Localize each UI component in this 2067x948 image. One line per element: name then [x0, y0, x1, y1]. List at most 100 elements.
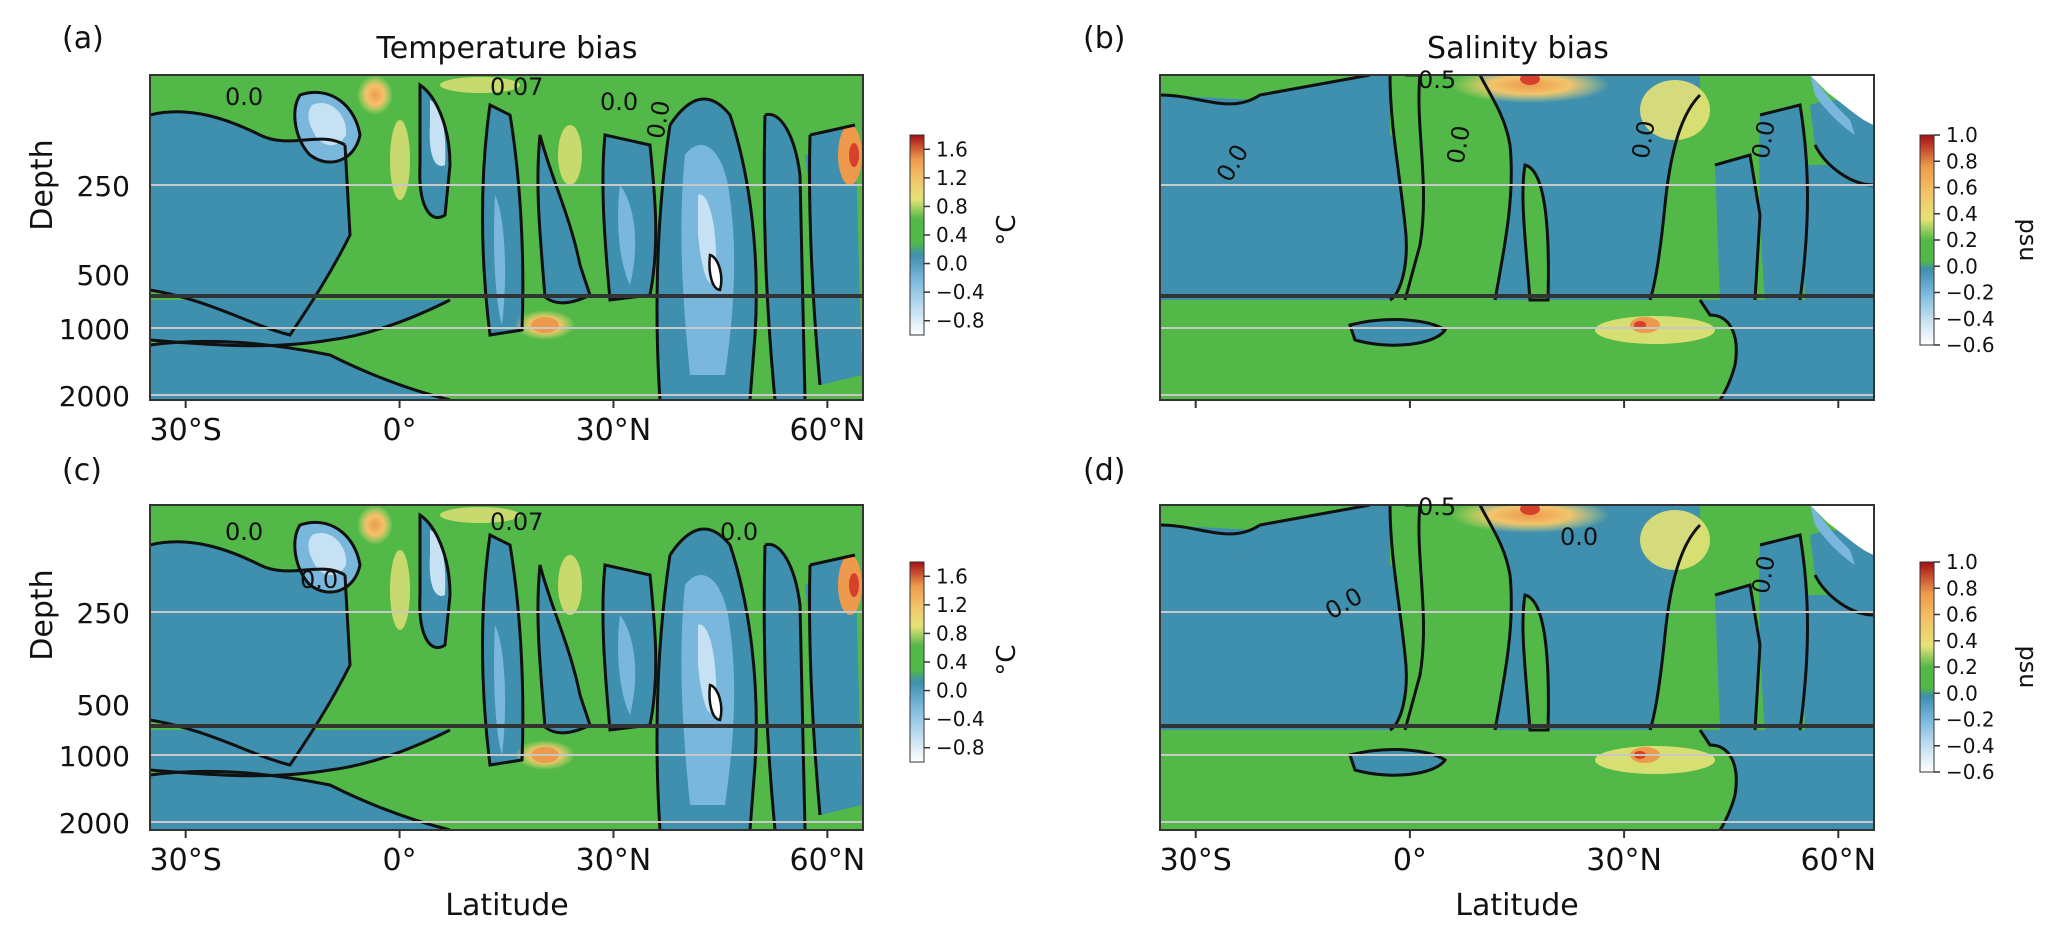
y-tick-label: 2000 — [59, 807, 130, 840]
colorbar-tick-label: 0.0 — [936, 679, 968, 703]
plot-frame — [149, 74, 864, 296]
x-tick-label: 30°N — [576, 843, 652, 878]
colorbar-tick-label: 0.8 — [936, 194, 968, 218]
colorbar-unit: psu — [2014, 646, 2042, 689]
x-tick-label: 60°N — [790, 843, 866, 878]
colorbar-tick-label: −0.2 — [1946, 281, 1995, 305]
colorbar-tick-label: 0.0 — [1946, 681, 1978, 705]
title-salinity: Salinity bias — [1427, 31, 1609, 66]
colorbar-tick-label: −0.6 — [1946, 760, 1995, 784]
colorbar-tick-label: 1.0 — [1946, 550, 1978, 574]
x-axis-label: Latitude — [445, 888, 568, 923]
y-tick-label: 1000 — [59, 740, 130, 773]
colorbar-unit: °C — [992, 644, 1022, 675]
colorbar-tick-label: −0.8 — [936, 309, 985, 333]
colorbar-tick-label: 0.8 — [1946, 576, 1978, 600]
colorbar-tick-label: 0.0 — [1946, 254, 1978, 278]
heatmap-d — [1160, 505, 1874, 830]
colorbar-tick-label: −0.6 — [1946, 333, 1995, 357]
colorbar-tick-label: −0.4 — [1946, 734, 1995, 758]
panel-label-a: (a) — [62, 21, 104, 56]
panel-d: 0.5 0.0 0.0 0.0 Latitude psu — [1159, 493, 2042, 923]
colorbar-tick-label: 1.0 — [1946, 123, 1978, 147]
x-tick-label: 0° — [383, 413, 417, 448]
contour-label: 0.5 — [1418, 66, 1456, 94]
plot-frame — [149, 296, 864, 401]
colorbar-tick-label: 0.6 — [1946, 603, 1978, 627]
panel-label-b: (b) — [1083, 21, 1125, 56]
colorbar — [909, 561, 925, 763]
y-tick-label: 500 — [77, 259, 130, 292]
colorbar-unit: °C — [992, 214, 1022, 245]
y-tick-label: 250 — [77, 597, 130, 630]
contour-label: 0.5 — [1418, 493, 1456, 521]
x-tick-label: 30°N — [1586, 843, 1662, 878]
contour-label: 0.0 — [300, 566, 338, 594]
contour-label: 0.0 — [600, 88, 638, 116]
colorbar-tick-label: −0.4 — [1946, 307, 1995, 331]
plot-frame — [1159, 74, 1875, 296]
contour-label: 0.0 — [1627, 118, 1661, 160]
colorbar-tick-label: 0.4 — [936, 650, 968, 674]
x-tick-label: 0° — [383, 843, 417, 878]
x-tick-label: 0° — [1393, 843, 1427, 878]
panel-a: 0.0 0.07 0.0 0.0 Depth 250 500 1000 2000… — [25, 73, 1022, 413]
heatmap-a — [150, 75, 863, 400]
colorbar-tick-label: 0.6 — [1946, 176, 1978, 200]
contour-label: 0.07 — [490, 508, 543, 536]
contour-label: 0.0 — [225, 518, 263, 546]
x-axis-label: Latitude — [1455, 888, 1578, 923]
x-tick-label: 60°N — [790, 413, 866, 448]
contour-label: 0.0 — [1442, 123, 1476, 165]
x-tick-label: 60°N — [1800, 843, 1876, 878]
colorbar-tick-label: 0.2 — [1946, 655, 1978, 679]
x-tick-label: 30°S — [150, 843, 222, 878]
colorbar-tick-label: 0.4 — [1946, 629, 1978, 653]
colorbar-tick-label: 0.2 — [1946, 228, 1978, 252]
colorbar-tick-label: −0.4 — [936, 707, 985, 731]
x-tick-label: 30°N — [576, 413, 652, 448]
y-axis-label: Depth — [25, 569, 60, 660]
colorbar-tick-label: 0.8 — [1946, 149, 1978, 173]
heatmap-b — [1160, 75, 1874, 400]
contour-label: 0.0 — [642, 98, 676, 140]
y-axis-label: Depth — [25, 139, 60, 230]
plot-frame — [149, 726, 864, 831]
y-tick-label: 2000 — [59, 380, 130, 413]
panel-c: 0.0 0.07 0.0 0.0 Depth 250 500 1000 2000… — [25, 504, 1022, 923]
panel-b: 0.5 0.0 0.0 0.0 0.0 psu — [1159, 66, 2042, 401]
plot-frame — [149, 504, 864, 726]
colorbar-unit: psu — [2014, 219, 2042, 262]
plot-frame — [1159, 726, 1875, 831]
colorbar-tick-label: 1.6 — [936, 137, 968, 161]
contour-label: 0.0 — [225, 83, 263, 111]
colorbar-tick-label: 0.4 — [936, 223, 968, 247]
x-tick-label: 30°S — [1160, 843, 1232, 878]
contour-label: 0.0 — [720, 518, 758, 546]
y-tick-label: 250 — [77, 170, 130, 203]
plot-frame — [1159, 504, 1875, 726]
colorbar-tick-label: 1.2 — [936, 166, 968, 190]
colorbar-tick-label: −0.2 — [1946, 708, 1995, 732]
x-tick-label: 30°S — [150, 413, 222, 448]
colorbar — [1919, 134, 1935, 346]
contour-label: 0.0 — [1560, 523, 1598, 551]
colorbar-tick-label: 1.2 — [936, 593, 968, 617]
colorbar-tick-label: 1.6 — [936, 564, 968, 588]
colorbar-tick-label: −0.8 — [936, 736, 985, 760]
heatmap-c — [150, 505, 863, 830]
plot-frame — [1159, 296, 1875, 401]
colorbar-tick-label: 0.4 — [1946, 202, 1978, 226]
colorbar-tick-label: −0.4 — [936, 280, 985, 304]
contour-label: 0.0 — [1747, 118, 1781, 160]
colorbar — [909, 134, 925, 336]
panel-label-d: (d) — [1083, 453, 1125, 488]
colorbar-tick-label: 0.0 — [936, 252, 968, 276]
title-temperature: Temperature bias — [376, 31, 638, 66]
colorbar — [1919, 561, 1935, 773]
contour-label: 0.0 — [1747, 553, 1781, 595]
contour-label: 0.07 — [490, 73, 543, 101]
y-tick-label: 1000 — [59, 313, 130, 346]
y-tick-label: 500 — [77, 689, 130, 722]
